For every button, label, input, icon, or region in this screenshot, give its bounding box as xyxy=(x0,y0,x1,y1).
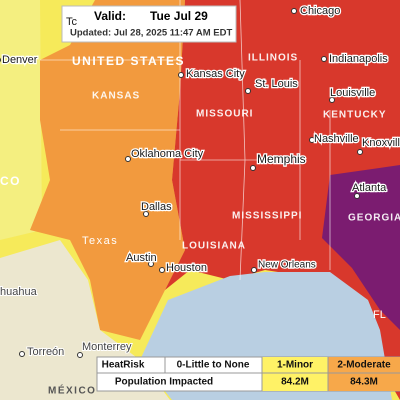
region-label: CO xyxy=(0,174,21,188)
city-dot xyxy=(0,57,1,63)
city-label: Oklahoma City xyxy=(131,148,204,160)
city-dot xyxy=(148,261,154,267)
legend-header: 0-Little to None xyxy=(177,360,250,371)
legend-minor-cell xyxy=(262,357,328,391)
city-dot xyxy=(251,267,257,273)
heat-moderate-area xyxy=(30,0,185,340)
heat-none-area xyxy=(0,0,42,240)
heat-extreme-area xyxy=(322,165,400,330)
city-label: Monterrey xyxy=(82,341,132,353)
info-box xyxy=(61,5,237,43)
region-label: MÉXICO xyxy=(48,384,96,397)
city-dot xyxy=(329,97,335,103)
city-label: Torreón xyxy=(27,346,64,358)
city-label: Denver xyxy=(2,54,38,66)
country-label: UNITED STATES xyxy=(72,54,185,68)
city-dot xyxy=(143,211,149,217)
city-label: Louisville xyxy=(330,87,375,99)
city-label: Houston xyxy=(166,262,207,274)
city-label: Indianapolis xyxy=(329,53,388,65)
state-label: MISSISSIPPI xyxy=(232,211,302,222)
city-dot xyxy=(309,137,315,143)
city-label: St. Louis xyxy=(255,78,298,90)
region-label: Texas xyxy=(82,235,118,247)
city-label: Austin xyxy=(126,252,157,264)
place-label: FL xyxy=(373,309,386,321)
city-dot xyxy=(178,72,184,78)
population-value: 84.2M xyxy=(281,377,309,388)
cities: Denver Chicago Indianapolis Kansas City … xyxy=(0,4,400,359)
city-label: Atlanta xyxy=(352,182,387,194)
place-label: Tc xyxy=(66,16,78,28)
city-dot xyxy=(357,149,363,155)
city-label: Nashville xyxy=(314,133,359,145)
legend-header: 1-Minor xyxy=(277,360,313,371)
city-dot xyxy=(77,352,83,358)
city-dot xyxy=(125,156,131,162)
legend-moderate-cell xyxy=(328,357,400,391)
city-label: Kansas City xyxy=(186,68,245,80)
city-label: New Orleans xyxy=(258,260,316,271)
state-label: LOUISIANA xyxy=(182,241,246,252)
city-dot xyxy=(321,56,327,62)
city-label: Memphis xyxy=(257,152,306,166)
city-dot xyxy=(250,165,256,171)
legend: HeatRisk 0-Little to None 1-Minor 2-Mode… xyxy=(96,356,400,392)
state-label: KENTUCKY xyxy=(323,110,387,121)
city-label: huahua xyxy=(0,286,38,298)
city-dot xyxy=(354,193,360,199)
state-borders xyxy=(40,0,331,281)
legend-row-label: Population Impacted xyxy=(115,377,213,388)
city-dot xyxy=(245,88,251,94)
legend-header: 2-Moderate xyxy=(337,360,391,371)
city-dot xyxy=(291,8,297,14)
legend-header: HeatRisk xyxy=(102,360,145,371)
state-label: GEORGIA xyxy=(348,213,400,224)
heat-major-area xyxy=(165,0,400,400)
city-label: Knoxville xyxy=(362,137,400,149)
state-label: MISSOURI xyxy=(196,109,253,120)
population-value: 84.3M xyxy=(350,377,378,388)
valid-label: Valid: xyxy=(94,9,126,23)
state-label: ILLINOIS xyxy=(248,53,298,64)
updated-time: Updated: Jul 28, 2025 11:47 AM EDT xyxy=(70,28,232,39)
state-label: KANSAS xyxy=(92,91,140,102)
city-dot xyxy=(19,351,25,357)
city-label: Dallas xyxy=(141,201,172,213)
valid-date: Tue Jul 29 xyxy=(150,9,208,23)
city-label: Chicago xyxy=(300,5,340,17)
city-dot xyxy=(159,267,165,273)
